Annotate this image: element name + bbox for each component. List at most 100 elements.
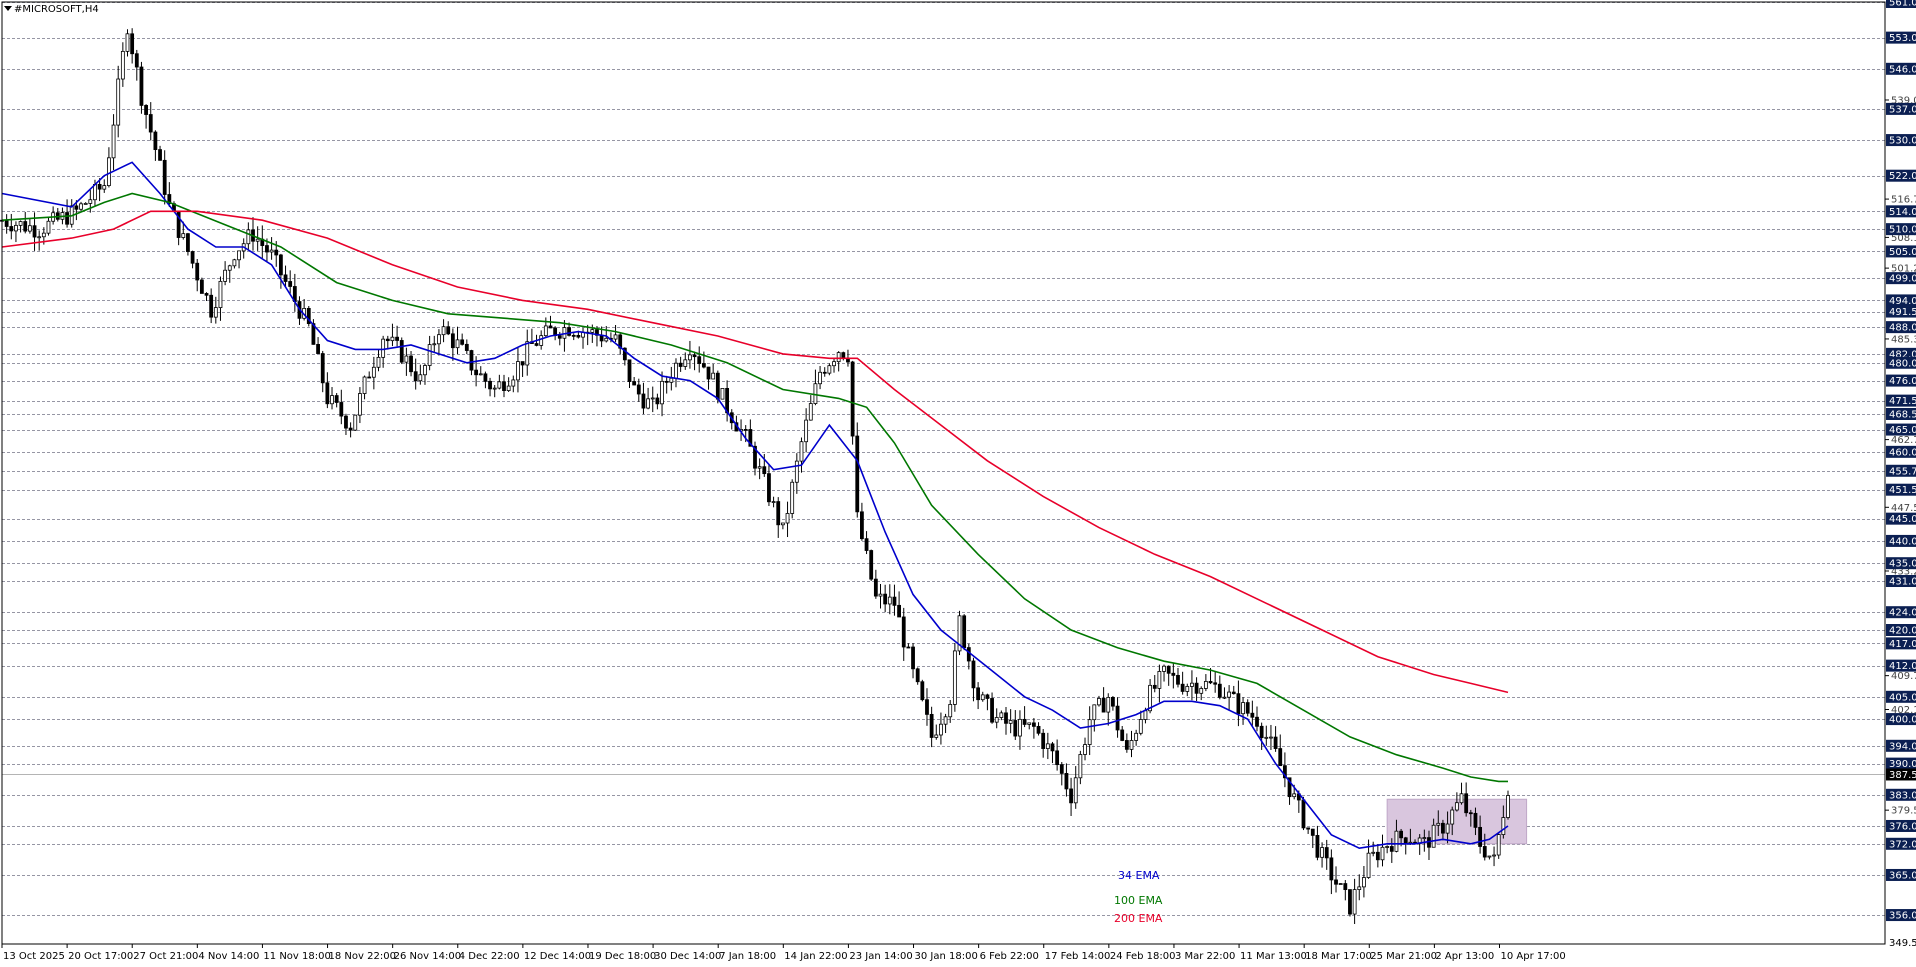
candle-body — [622, 347, 627, 361]
price-level-label-bg — [1886, 169, 1916, 182]
candle-body — [920, 681, 925, 701]
price-level-label: 405.00 — [1889, 692, 1916, 703]
candle-body — [144, 105, 148, 115]
price-level-label: 400.00 — [1889, 715, 1916, 726]
ema-line — [1, 210, 1509, 694]
candle-body — [1152, 684, 1157, 689]
candle-body — [660, 380, 664, 405]
candle-body — [478, 373, 483, 376]
candle-body — [441, 326, 446, 336]
candle-body — [929, 713, 934, 738]
price-level-label-bg — [1886, 757, 1916, 770]
candle-body — [79, 203, 83, 210]
price-level-label-bg — [1886, 624, 1916, 636]
candle-body — [1078, 754, 1083, 779]
candle-body — [1329, 857, 1334, 881]
candle-body — [446, 326, 451, 335]
time-tick-label: 30 Jan 18:00 — [915, 951, 978, 962]
time-tick-label: 14 Jan 22:00 — [784, 951, 847, 962]
candle-body — [957, 615, 962, 652]
candle-body — [543, 325, 548, 337]
time-tick-label: 10 Apr 17:00 — [1500, 951, 1565, 962]
candle-body — [167, 194, 172, 205]
candle-body — [827, 365, 832, 374]
price-level-label-bg — [1886, 134, 1916, 147]
candle-body — [1097, 698, 1101, 706]
candle-body — [162, 159, 167, 195]
price-level-label: 514.00 — [1889, 207, 1916, 218]
price-level-label: 510.00 — [1889, 225, 1916, 236]
candle-body — [1264, 736, 1269, 739]
candle-body — [962, 615, 967, 648]
candle-body — [348, 427, 353, 431]
candle-body — [1111, 697, 1115, 707]
candle-body — [650, 397, 655, 400]
candle-body — [753, 445, 757, 469]
price-level-label-bg — [1886, 868, 1916, 881]
candle-body — [65, 212, 69, 225]
candle-body — [1464, 793, 1469, 814]
candle-body — [860, 511, 864, 540]
candle-body — [1190, 682, 1194, 687]
candle-body — [41, 232, 46, 238]
candle-body — [1227, 691, 1232, 698]
price-level-label: 494.00 — [1889, 296, 1916, 307]
candle-body — [943, 716, 948, 725]
candle-body — [883, 593, 888, 605]
candle-body — [771, 501, 776, 503]
candle-body — [14, 224, 18, 232]
candle-body — [488, 380, 492, 390]
price-level-label: 431.00 — [1889, 577, 1916, 588]
candle-body — [418, 374, 423, 382]
price-level-label: 451.50 — [1889, 485, 1916, 496]
candle-body — [715, 372, 720, 400]
ema-line — [1, 192, 1508, 783]
price-level-label: 383.00 — [1889, 790, 1916, 801]
price-level-label-bg — [1886, 483, 1916, 496]
candle-body — [1375, 851, 1380, 861]
price-level-label: 480.00 — [1889, 358, 1916, 369]
candle-body — [344, 415, 348, 429]
candle-body — [590, 329, 595, 333]
candle-body — [1459, 793, 1464, 804]
candle-body — [390, 336, 395, 342]
price-tick-label: 462.75 — [1891, 435, 1916, 446]
chart-menu-arrow-icon[interactable] — [4, 6, 12, 11]
candle-body — [818, 371, 822, 385]
price-level-label: 417.00 — [1889, 639, 1916, 650]
time-axis[interactable]: 13 Oct 2025 20 Oct 17:00 27 Oct 21:00 4 Nov… — [1, 944, 1566, 962]
price-level-label-bg — [1886, 394, 1916, 407]
candle-body — [404, 355, 409, 363]
candle-body — [450, 333, 455, 349]
candle-body — [1301, 799, 1306, 829]
candle-body — [1306, 827, 1311, 830]
time-tick-label: 30 Dec 14:00 — [654, 951, 721, 962]
candle-body — [1031, 722, 1036, 727]
price-level-label: 553.00 — [1889, 33, 1916, 44]
candle-body — [199, 279, 204, 294]
candle-body — [469, 350, 474, 371]
candle-body — [1115, 705, 1120, 731]
price-level-label-bg — [1886, 102, 1916, 115]
price-level-label-bg — [1886, 423, 1916, 436]
candle-body — [1352, 889, 1357, 915]
price-level-label-bg — [1886, 512, 1916, 525]
candle-body — [1496, 834, 1501, 856]
candle-body — [1371, 851, 1376, 854]
candle-body — [757, 466, 762, 469]
candle-body — [209, 294, 214, 318]
candle-body — [1492, 854, 1496, 857]
candle-body — [474, 369, 479, 376]
candle-body — [692, 354, 697, 358]
time-tick-label: 20 Oct 17:00 — [68, 951, 133, 962]
candle-body — [897, 604, 901, 618]
candle-body — [980, 694, 985, 701]
candle-body — [23, 221, 28, 232]
candle-body — [948, 704, 953, 718]
candle-body — [915, 668, 920, 683]
price-axis[interactable]: 539.00 516.75 508.15 501.25 485.35 462.75 447.… — [1884, 0, 1916, 949]
candle-body — [701, 363, 706, 368]
price-level-label: 435.00 — [1889, 559, 1916, 570]
